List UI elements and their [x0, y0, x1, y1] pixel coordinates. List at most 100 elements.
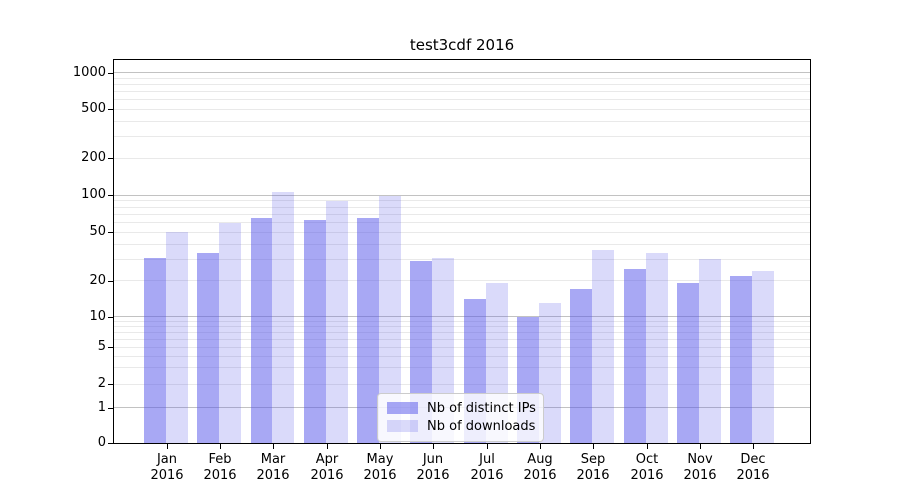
bar-distinct_ips-apr: [303, 219, 326, 443]
bars-layer: [114, 59, 810, 443]
gridline-30: [114, 258, 810, 260]
y-tick-mark-10: [108, 317, 113, 318]
y-tick-mark-0: [108, 443, 113, 444]
x-tick-label-jul: Jul 2016: [470, 452, 504, 483]
y-tick-label-10: 10: [89, 309, 106, 324]
x-tick-mark-aug: [540, 444, 541, 449]
gridline-5: [114, 346, 810, 348]
y-tick-mark-100: [108, 195, 113, 196]
x-tick-mark-jan: [167, 444, 168, 449]
gridline-300: [114, 136, 810, 138]
x-tick-mark-dec: [753, 444, 754, 449]
top-spine: [113, 59, 811, 60]
bar-downloads-sep: [592, 249, 615, 443]
legend-item-distinct-ips: Nb of distinct IPs: [387, 399, 543, 417]
y-tick-label-1000: 1000: [72, 65, 106, 80]
y-tick-mark-200: [108, 158, 113, 159]
gridline-2: [114, 383, 810, 385]
y-tick-mark-2: [108, 384, 113, 385]
legend-swatch-distinct-ips: [387, 402, 418, 414]
bar-distinct_ips-nov: [677, 283, 699, 443]
bar-downloads-nov: [699, 259, 721, 443]
bar-downloads-oct: [645, 252, 668, 443]
x-tick-label-jan: Jan 2016: [150, 452, 184, 483]
x-tick-mark-mar: [273, 444, 274, 449]
x-tick-mark-sep: [593, 444, 594, 449]
y-tick-label-500: 500: [81, 101, 106, 116]
left-spine: [113, 59, 114, 444]
gridline-1000: [114, 72, 810, 74]
x-tick-label-aug: Aug 2016: [523, 452, 557, 483]
bar-downloads-dec: [752, 271, 775, 443]
gridline-200: [114, 157, 810, 159]
y-tick-label-1: 1: [97, 400, 106, 415]
gridline-400: [114, 120, 810, 122]
gridline-60: [114, 222, 810, 223]
x-tick-mark-jul: [487, 444, 488, 449]
bar-distinct_ips-oct: [623, 268, 646, 443]
x-tick-mark-jun: [433, 444, 434, 449]
bar-distinct_ips-dec: [730, 275, 753, 443]
gridline-600: [114, 99, 810, 101]
y-tick-label-100: 100: [81, 187, 106, 202]
gridline-80: [114, 206, 810, 208]
x-tick-mark-may: [380, 444, 381, 449]
y-tick-label-200: 200: [81, 150, 106, 165]
bar-downloads-mar: [272, 192, 295, 443]
x-tick-mark-feb: [220, 444, 221, 449]
gridline-500: [114, 108, 810, 110]
gridline-8: [114, 326, 810, 328]
y-tick-mark-500: [108, 109, 113, 110]
gridline-4: [114, 355, 810, 357]
x-tick-label-dec: Dec 2016: [736, 452, 770, 483]
plot-area: Nb of distinct IPs Nb of downloads: [114, 59, 810, 443]
gridline-3: [114, 367, 810, 369]
legend: Nb of distinct IPs Nb of downloads: [377, 393, 544, 442]
bar-distinct_ips-mar: [250, 218, 273, 443]
gridline-10: [114, 316, 810, 318]
y-tick-mark-50: [108, 232, 113, 233]
y-tick-mark-1: [108, 408, 113, 409]
bar-distinct_ips-may: [357, 218, 379, 443]
y-tick-label-0: 0: [97, 435, 106, 450]
x-tick-label-nov: Nov 2016: [683, 452, 717, 483]
bar-downloads-feb: [219, 223, 241, 443]
y-tick-mark-5: [108, 347, 113, 348]
gridlines-layer: [114, 59, 810, 443]
chart-title: test3cdf 2016: [409, 36, 515, 54]
y-tick-label-2: 2: [97, 376, 106, 391]
gridline-20: [114, 280, 810, 282]
y-tick-label-20: 20: [89, 273, 106, 288]
gridline-50: [114, 231, 810, 233]
legend-swatch-downloads: [387, 420, 418, 432]
gridline-100: [114, 194, 810, 196]
right-spine: [810, 59, 811, 444]
gridline-6: [114, 338, 810, 340]
x-tick-label-mar: Mar 2016: [256, 452, 290, 483]
x-tick-label-may: May 2016: [363, 452, 397, 483]
gridline-70: [114, 213, 810, 215]
gridline-700: [114, 91, 810, 92]
x-tick-label-apr: Apr 2016: [310, 452, 344, 483]
legend-item-downloads: Nb of downloads: [387, 417, 543, 435]
bottom-spine: [113, 443, 811, 444]
gridline-90: [114, 200, 810, 202]
gridline-900: [114, 77, 810, 79]
x-tick-mark-oct: [647, 444, 648, 449]
y-tick-label-50: 50: [89, 224, 106, 239]
gridline-7: [114, 331, 810, 333]
bar-downloads-aug: [539, 303, 561, 443]
x-tick-label-sep: Sep 2016: [576, 452, 610, 483]
x-tick-mark-apr: [327, 444, 328, 449]
x-tick-label-oct: Oct 2016: [630, 452, 664, 483]
bar-distinct_ips-sep: [570, 289, 593, 443]
x-tick-label-feb: Feb 2016: [203, 452, 237, 483]
y-tick-mark-1000: [108, 73, 113, 74]
bar-downloads-jan: [165, 232, 188, 443]
x-tick-mark-nov: [700, 444, 701, 449]
bar-downloads-may: [379, 196, 401, 443]
bar-distinct_ips-feb: [197, 252, 219, 443]
gridline-40: [114, 243, 810, 245]
bar-downloads-apr: [325, 200, 348, 443]
